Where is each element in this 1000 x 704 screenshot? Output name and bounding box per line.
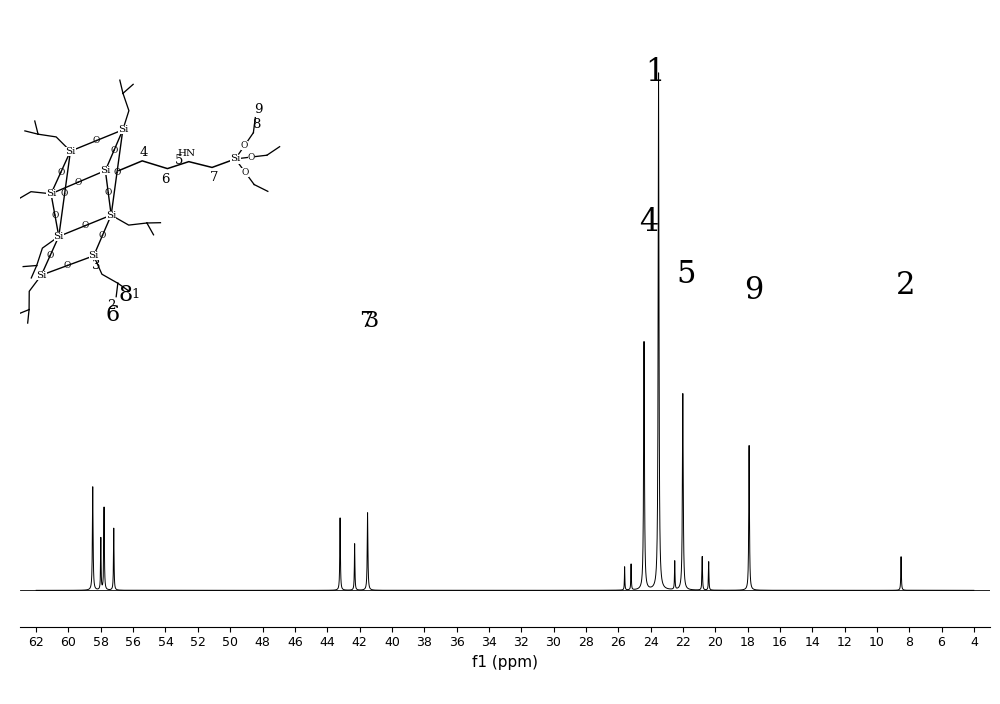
Text: 3: 3	[364, 310, 379, 332]
Text: 6: 6	[106, 304, 120, 327]
Text: 8: 8	[119, 284, 133, 306]
X-axis label: f1 (ppm): f1 (ppm)	[472, 655, 538, 670]
Text: 7: 7	[360, 310, 374, 332]
Text: 2: 2	[896, 270, 916, 301]
Text: 5: 5	[676, 259, 696, 290]
Text: 1: 1	[646, 58, 665, 89]
Text: 9: 9	[744, 275, 764, 306]
Text: 4: 4	[639, 208, 658, 239]
